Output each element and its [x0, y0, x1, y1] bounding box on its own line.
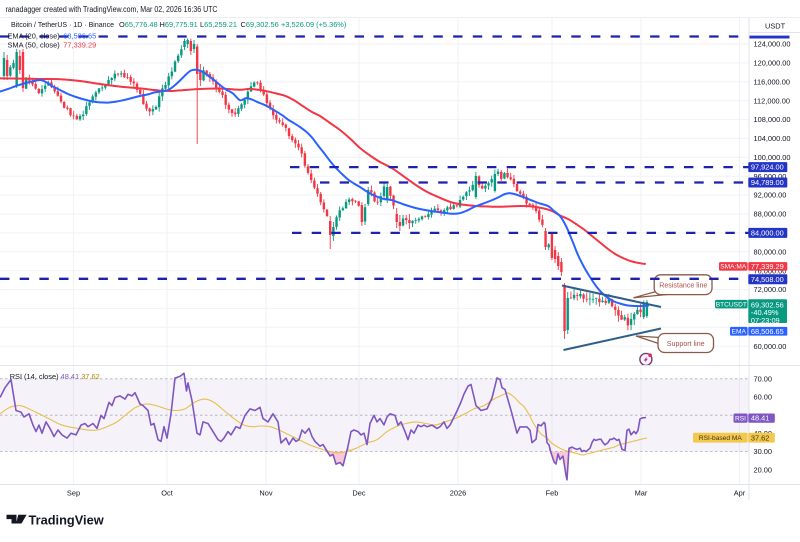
svg-text:ranadagger created with Tradin: ranadagger created with TradingView.com,…: [6, 5, 218, 14]
svg-text:O65,776.48: O65,776.48: [119, 20, 158, 29]
svg-text:SMA (50, close) 77,339.29: SMA (50, close) 77,339.29: [8, 40, 97, 49]
svg-text:Dec: Dec: [352, 489, 365, 498]
svg-text:20.00: 20.00: [754, 466, 773, 475]
svg-text:97,924.00: 97,924.00: [751, 163, 784, 172]
svg-text:72,000.00: 72,000.00: [754, 285, 787, 294]
svg-text:Oct: Oct: [161, 489, 173, 498]
svg-text:94,789.00: 94,789.00: [751, 178, 784, 187]
svg-text:Sep: Sep: [67, 489, 80, 498]
svg-text:116,000.00: 116,000.00: [754, 77, 790, 86]
svg-text:2026: 2026: [450, 489, 466, 498]
svg-text:Apr: Apr: [734, 489, 746, 498]
svg-text:Feb: Feb: [546, 489, 559, 498]
svg-text:104,000.00: 104,000.00: [754, 134, 791, 143]
svg-text:80,000.00: 80,000.00: [754, 247, 787, 256]
svg-text:Mar: Mar: [635, 489, 648, 498]
svg-text:60.00: 60.00: [754, 393, 773, 402]
svg-text:BTCUSDT: BTCUSDT: [716, 302, 747, 309]
svg-text:37.62: 37.62: [751, 433, 770, 442]
svg-text:48.41: 48.41: [751, 414, 770, 423]
svg-text:USDT: USDT: [765, 22, 786, 31]
svg-text:Resistance line: Resistance line: [659, 282, 707, 290]
svg-text:84,000.00: 84,000.00: [751, 229, 784, 238]
svg-text:SMA:MA: SMA:MA: [720, 264, 747, 271]
svg-text:124,000.00: 124,000.00: [754, 40, 791, 49]
svg-text:Support line: Support line: [667, 340, 705, 348]
svg-text:Bitcoin / TetherUS · 1D · Bina: Bitcoin / TetherUS · 1D · Binance: [11, 20, 114, 29]
svg-text:+3,526.09 (+5.36%): +3,526.09 (+5.36%): [281, 20, 346, 29]
svg-text:Nov: Nov: [259, 489, 272, 498]
svg-text:74,508.00: 74,508.00: [751, 275, 784, 284]
svg-text:EMA (20, close) 68,506.65: EMA (20, close) 68,506.65: [8, 32, 97, 41]
svg-text:RSI (14, close) 48.41 37.62: RSI (14, close) 48.41 37.62: [10, 372, 100, 381]
svg-text:H69,775.91: H69,775.91: [160, 20, 198, 29]
svg-text:EMA: EMA: [732, 329, 747, 336]
svg-text:30.00: 30.00: [754, 447, 773, 456]
svg-text:C69,302.56: C69,302.56: [241, 20, 279, 29]
svg-text:70.00: 70.00: [754, 374, 773, 383]
svg-text:92,000.00: 92,000.00: [754, 191, 787, 200]
svg-text:L65,259.21: L65,259.21: [200, 20, 237, 29]
svg-text:88,000.00: 88,000.00: [754, 210, 787, 219]
svg-text:RSI-based MA: RSI-based MA: [699, 435, 742, 442]
svg-text:108,000.00: 108,000.00: [754, 115, 791, 124]
svg-text:120,000.00: 120,000.00: [754, 59, 791, 68]
svg-text:112,000.00: 112,000.00: [754, 96, 790, 105]
svg-text:77,339.29: 77,339.29: [751, 262, 784, 271]
svg-text:60,000.00: 60,000.00: [754, 342, 787, 351]
svg-text:100,000.00: 100,000.00: [754, 153, 791, 162]
svg-text:07:23:09: 07:23:09: [751, 316, 780, 325]
svg-text:RSI: RSI: [735, 416, 746, 423]
svg-text:68,506.65: 68,506.65: [751, 327, 784, 336]
svg-text:TradingView: TradingView: [29, 513, 104, 528]
